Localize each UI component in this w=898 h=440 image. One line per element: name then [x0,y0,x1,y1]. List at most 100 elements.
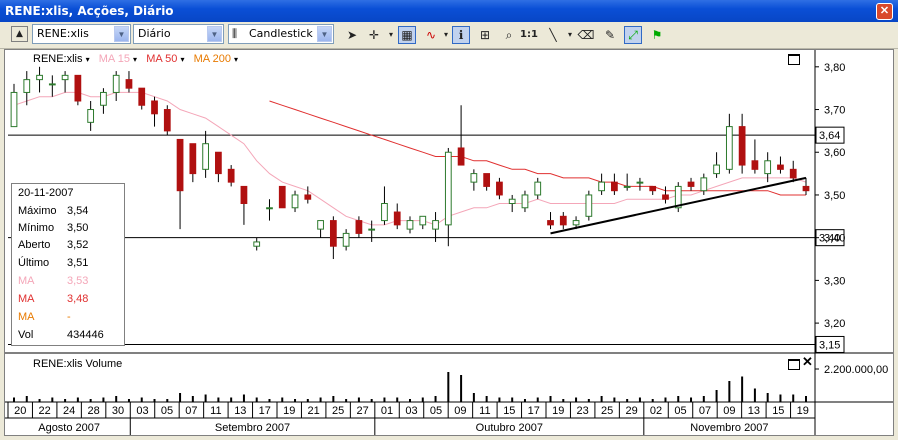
chart-area[interactable]: 3,64 3,40 3,15 3,80 3,70 3,60 3,50 3,40 3,30 3,2… [4,49,894,436]
window-title: RENE:xlis, Acções, Diário [5,4,174,18]
grid-icon[interactable]: ▦ [398,26,416,44]
toolbar: ▲ RENE:xlis ▼ Diário ▼ ⫼ Candlestick ▼ ➤… [0,22,898,49]
close-icon[interactable]: ✕ [876,3,893,20]
candle-down [496,181,503,196]
chevron-down-icon[interactable]: ▾ [85,55,90,64]
cursor-icon[interactable]: ➤ [346,28,358,42]
price-label: 3,64 [819,130,840,142]
one-to-one-button[interactable]: 1:1 [520,29,538,40]
chart-style-value: Candlestick [249,27,313,40]
candle-down [176,138,184,192]
info-icon[interactable]: ℹ [452,26,470,44]
chevron-down-icon[interactable]: ▾ [180,55,185,64]
candle-up [572,220,580,226]
day-label: 22 [39,405,51,417]
candle-up [368,228,376,231]
candle-up [406,220,414,230]
candle-up [112,74,120,93]
volume-layer [13,372,807,402]
candle-up [508,198,516,205]
price-label: 3,15 [819,339,840,351]
ma15-line [13,91,807,226]
info-row-ma15: MA 3,53 [18,275,89,287]
maximize-pane-icon[interactable] [788,359,800,370]
chevron-down-icon[interactable]: ▾ [388,30,393,39]
candle-up [521,194,529,209]
day-label: 19 [283,405,295,417]
day-label: 13 [748,405,760,417]
candle-up [713,164,720,175]
eraser-icon[interactable]: ⌫ [577,28,595,42]
candle-down [163,109,171,132]
candle-up [100,91,107,106]
info-row: Mínimo 3,50 [18,222,89,234]
price-chart[interactable]: 3,64 3,40 3,15 3,80 3,70 3,60 3,50 3,40 3,30 3,2… [5,50,893,435]
candle-down [151,100,158,115]
window-titlebar: RENE:xlis, Acções, Diário ✕ [0,0,898,22]
candle-up [48,83,56,86]
candle-down [789,168,797,179]
candle-up [23,79,31,93]
day-label: 20 [14,405,26,417]
info-row-ma50: MA 3,48 [18,293,89,305]
day-label: 25 [332,405,344,417]
line-icon[interactable]: ╲ [549,28,557,42]
zoom-icon[interactable]: ⌕ [505,28,513,42]
chevron-down-icon[interactable]: ▼ [317,26,332,42]
candle-up [342,232,350,247]
candle-up [317,220,324,230]
legend-ma200[interactable]: MA 200 [193,53,231,65]
candle-up [36,74,43,81]
day-label: 27 [356,405,368,417]
symbol-combo[interactable]: RENE:xlis ▼ [32,24,131,44]
day-label: 03 [136,405,148,417]
candle-down [329,220,337,247]
day-label: 19 [552,405,564,417]
candle-down [547,220,554,226]
candle-down [457,147,465,166]
candle-down [751,160,759,170]
candle-down [738,126,746,166]
y-tick-label: 3,30 [824,275,845,287]
candle-up [202,143,209,170]
chevron-down-icon[interactable]: ▾ [234,55,239,64]
y-tick-label: 3,80 [824,62,845,74]
candle-up [10,91,18,128]
chevron-down-icon[interactable]: ▼ [114,26,129,42]
candle-up [266,207,273,210]
collapse-toolbar-icon[interactable]: ▲ [11,26,28,42]
candle-up [470,173,478,183]
crosshair-icon[interactable]: ✛ [368,28,380,42]
options-icon[interactable]: ⚑ [651,28,663,42]
maximize-pane-icon[interactable] [788,54,800,65]
candle-down [138,87,146,106]
indicator-icon[interactable]: ∿ [425,28,437,42]
chevron-down-icon[interactable]: ▾ [443,30,448,39]
day-label: 30 [112,405,124,417]
support-trendline [550,176,807,235]
day-label: 25 [601,405,613,417]
info-row: Máximo 3,54 [18,205,89,217]
day-label: 19 [797,405,809,417]
candle-up [764,160,772,175]
ma-layer [13,91,807,226]
chevron-down-icon[interactable]: ▾ [567,30,572,39]
day-label: 17 [259,405,271,417]
autoscale-icon[interactable]: ⤢ [624,26,642,44]
candle-up [419,215,427,226]
day-label: 03 [405,405,417,417]
chevron-down-icon[interactable]: ▼ [207,26,222,42]
add-icon[interactable]: ⊞ [479,28,491,42]
chevron-down-icon[interactable]: ▾ [133,55,138,64]
month-label: Agosto 2007 [38,422,100,434]
day-label: 07 [185,405,197,417]
info-row: Último 3,51 [18,257,89,269]
period-combo[interactable]: Diário ▼ [133,24,224,44]
y-tick-label: 3,20 [824,318,845,330]
close-pane-icon[interactable]: ✕ [802,354,813,369]
legend-ma15[interactable]: MA 15 [98,53,130,65]
candle-up [585,194,593,217]
legend-ma50[interactable]: MA 50 [146,53,178,65]
chart-style-combo[interactable]: ⫼ Candlestick ▼ [228,24,334,44]
draw-icon[interactable]: ✎ [604,28,616,42]
